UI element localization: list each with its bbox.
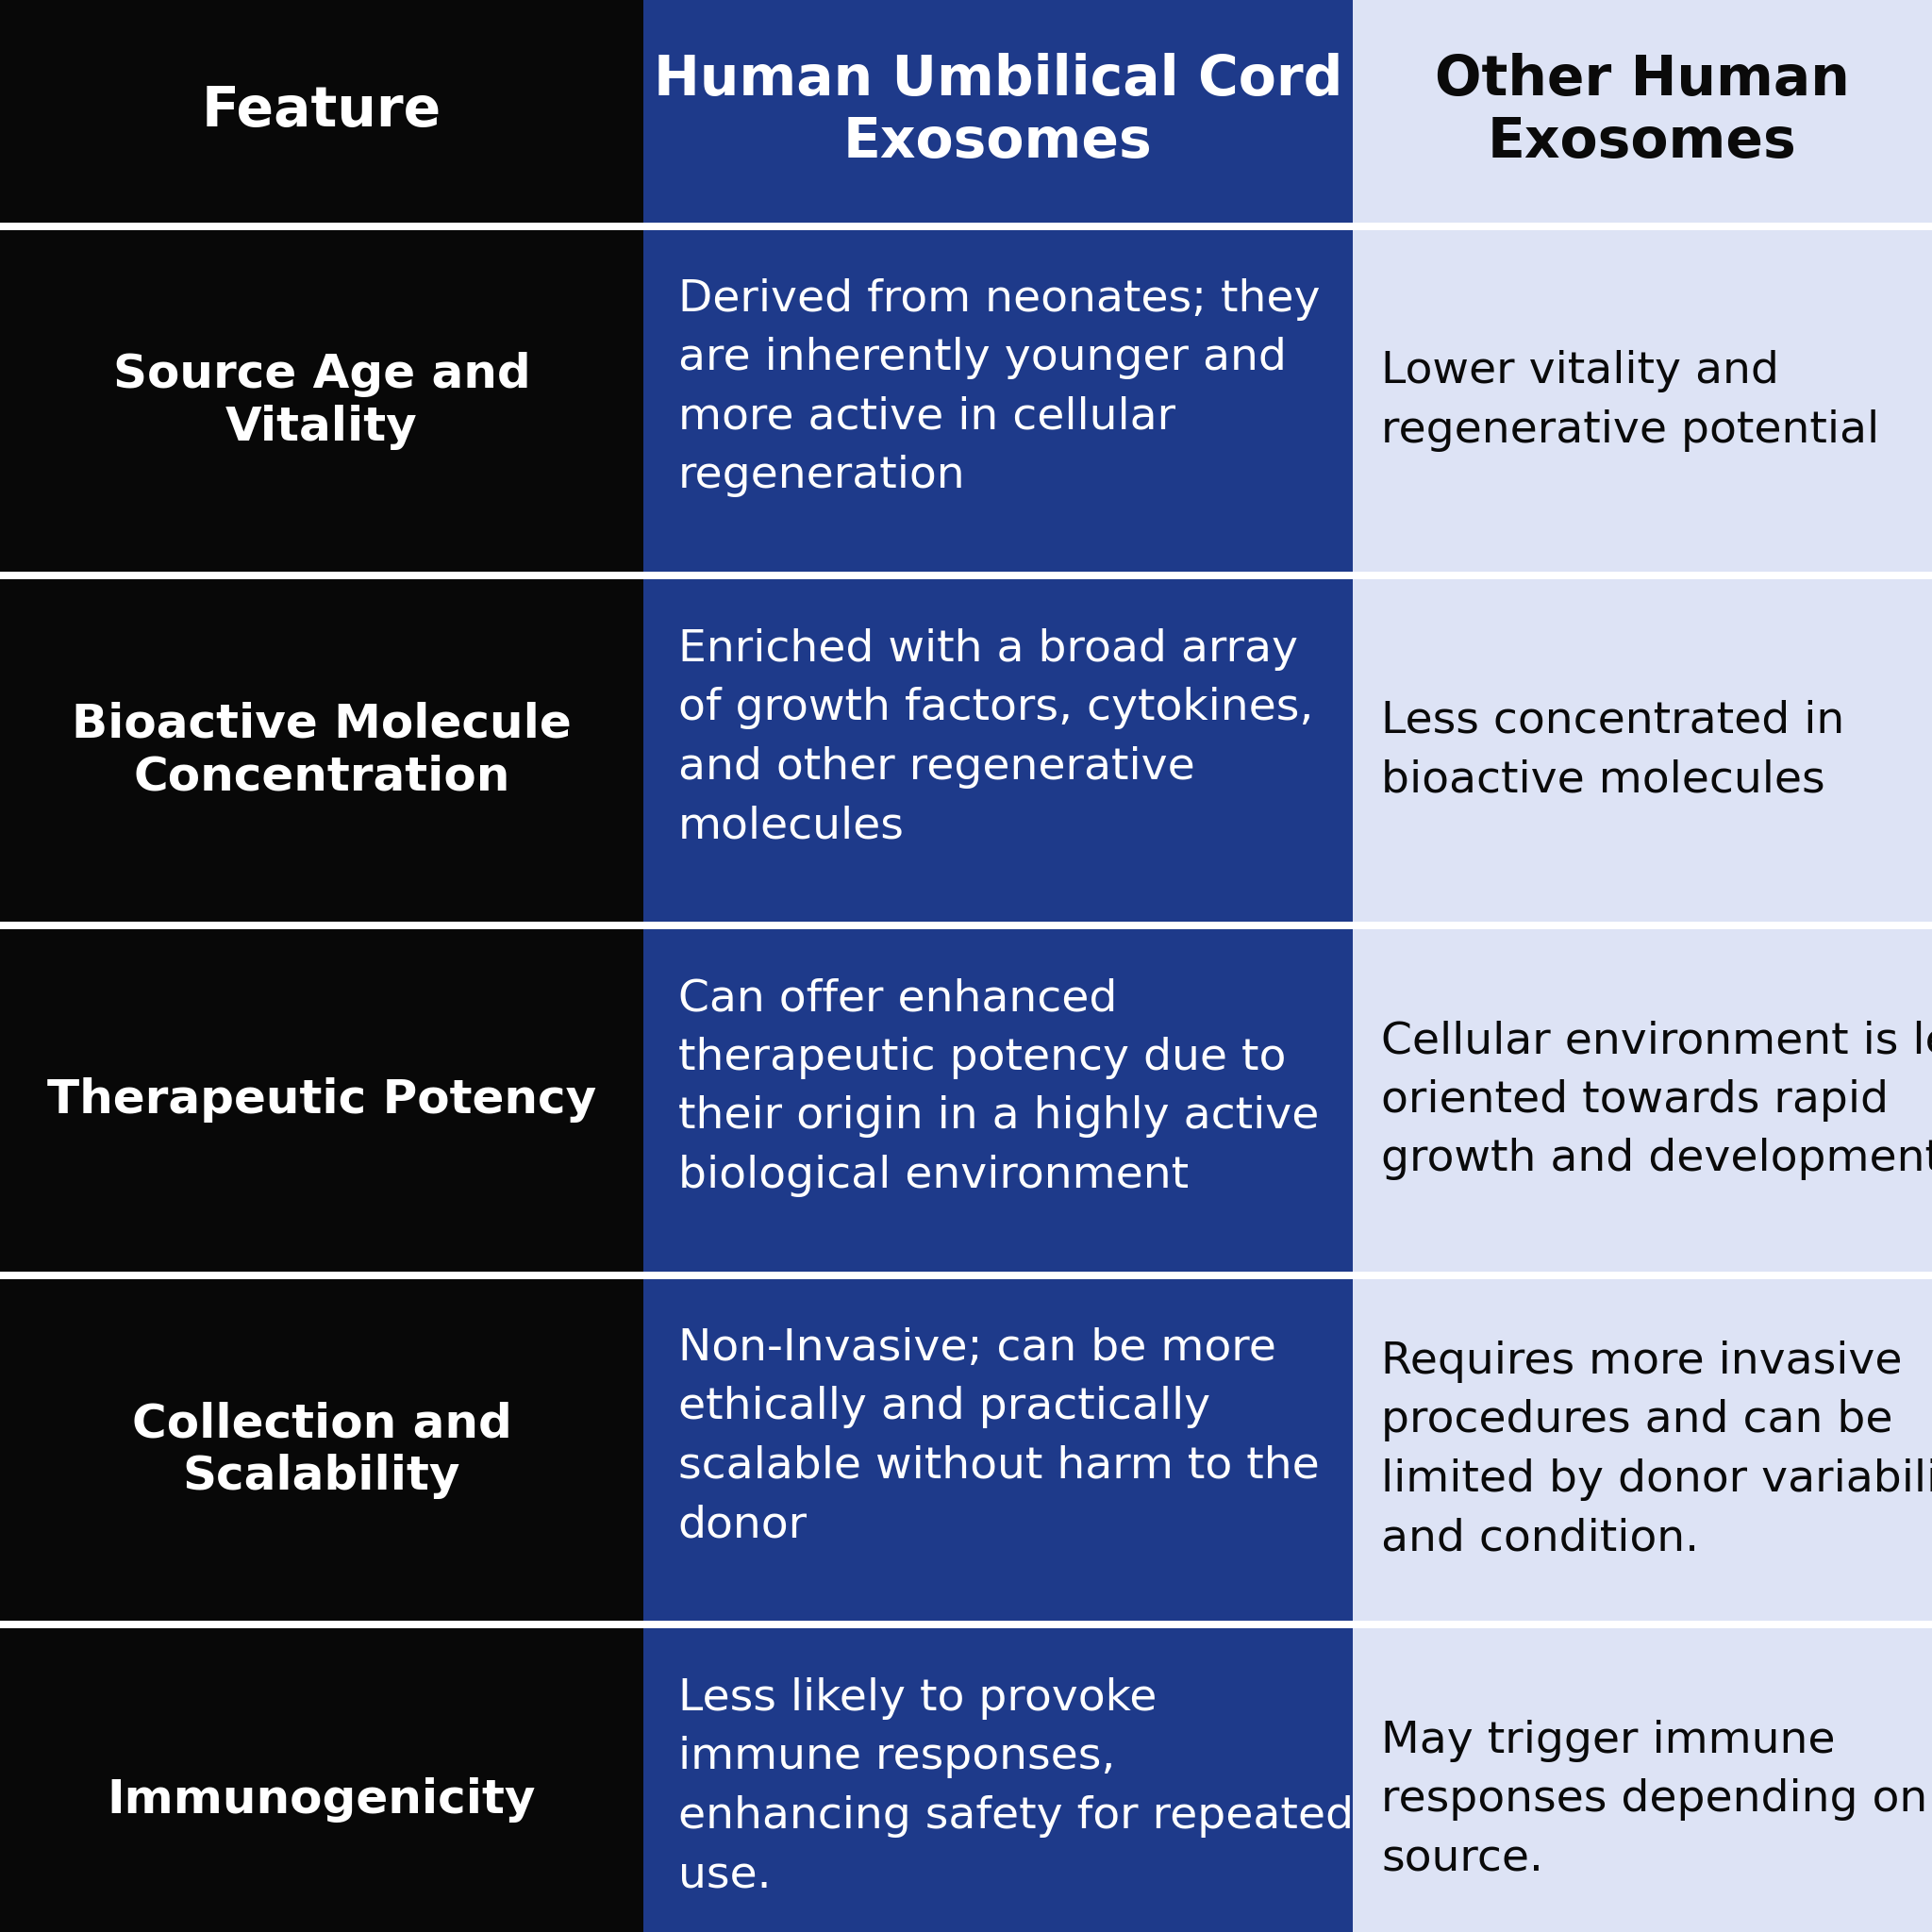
Bar	[643, 580, 1352, 922]
Text: Bioactive Molecule
Concentration: Bioactive Molecule Concentration	[71, 701, 572, 800]
Text: May trigger immune
responses depending on
source.: May trigger immune responses depending o…	[1381, 1719, 1928, 1880]
Bar	[0, 1271, 1932, 1279]
Bar	[643, 230, 1352, 572]
Text: Less concentrated in
bioactive molecules: Less concentrated in bioactive molecules	[1381, 699, 1845, 802]
Bar	[643, 0, 1352, 222]
Text: Human Umbilical Cord
Exosomes: Human Umbilical Cord Exosomes	[653, 52, 1343, 170]
Text: Source Age and
Vitality: Source Age and Vitality	[112, 352, 531, 450]
Bar	[643, 1279, 1352, 1621]
Bar	[1352, 929, 1932, 1271]
Bar	[0, 230, 643, 572]
Text: Less likely to provoke
immune responses,
enhancing safety for repeated
use.: Less likely to provoke immune responses,…	[678, 1677, 1354, 1897]
Bar	[0, 572, 1932, 580]
Bar	[0, 1279, 643, 1621]
Text: Requires more invasive
procedures and can be
limited by donor variability
and co: Requires more invasive procedures and ca…	[1381, 1341, 1932, 1559]
Text: Cellular environment is less
oriented towards rapid
growth and development: Cellular environment is less oriented to…	[1381, 1020, 1932, 1180]
Text: Other Human
Exosomes: Other Human Exosomes	[1435, 52, 1849, 170]
Text: Non-Invasive; can be more
ethically and practically
scalable without harm to the: Non-Invasive; can be more ethically and …	[678, 1327, 1320, 1548]
Bar	[1352, 580, 1932, 922]
Text: Can offer enhanced
therapeutic potency due to
their origin in a highly active
bi: Can offer enhanced therapeutic potency d…	[678, 978, 1320, 1198]
Text: Therapeutic Potency: Therapeutic Potency	[46, 1078, 597, 1122]
Bar	[1352, 1279, 1932, 1621]
Bar	[643, 1629, 1352, 1932]
Bar	[1352, 230, 1932, 572]
Bar	[1352, 1629, 1932, 1932]
Text: Collection and
Scalability: Collection and Scalability	[131, 1401, 512, 1499]
Bar	[0, 222, 1932, 230]
Bar	[0, 0, 643, 222]
Bar	[0, 1629, 643, 1932]
Text: Enriched with a broad array
of growth factors, cytokines,
and other regenerative: Enriched with a broad array of growth fa…	[678, 628, 1314, 848]
Text: Feature: Feature	[201, 85, 442, 137]
Text: Derived from neonates; they
are inherently younger and
more active in cellular
r: Derived from neonates; they are inherent…	[678, 278, 1320, 498]
Bar	[0, 1621, 1932, 1629]
Bar	[643, 929, 1352, 1271]
Bar	[1352, 0, 1932, 222]
Text: Lower vitality and
regenerative potential: Lower vitality and regenerative potentia…	[1381, 350, 1880, 452]
Bar	[0, 922, 1932, 929]
Bar	[0, 580, 643, 922]
Text: Immunogenicity: Immunogenicity	[108, 1777, 535, 1822]
Bar	[0, 929, 643, 1271]
